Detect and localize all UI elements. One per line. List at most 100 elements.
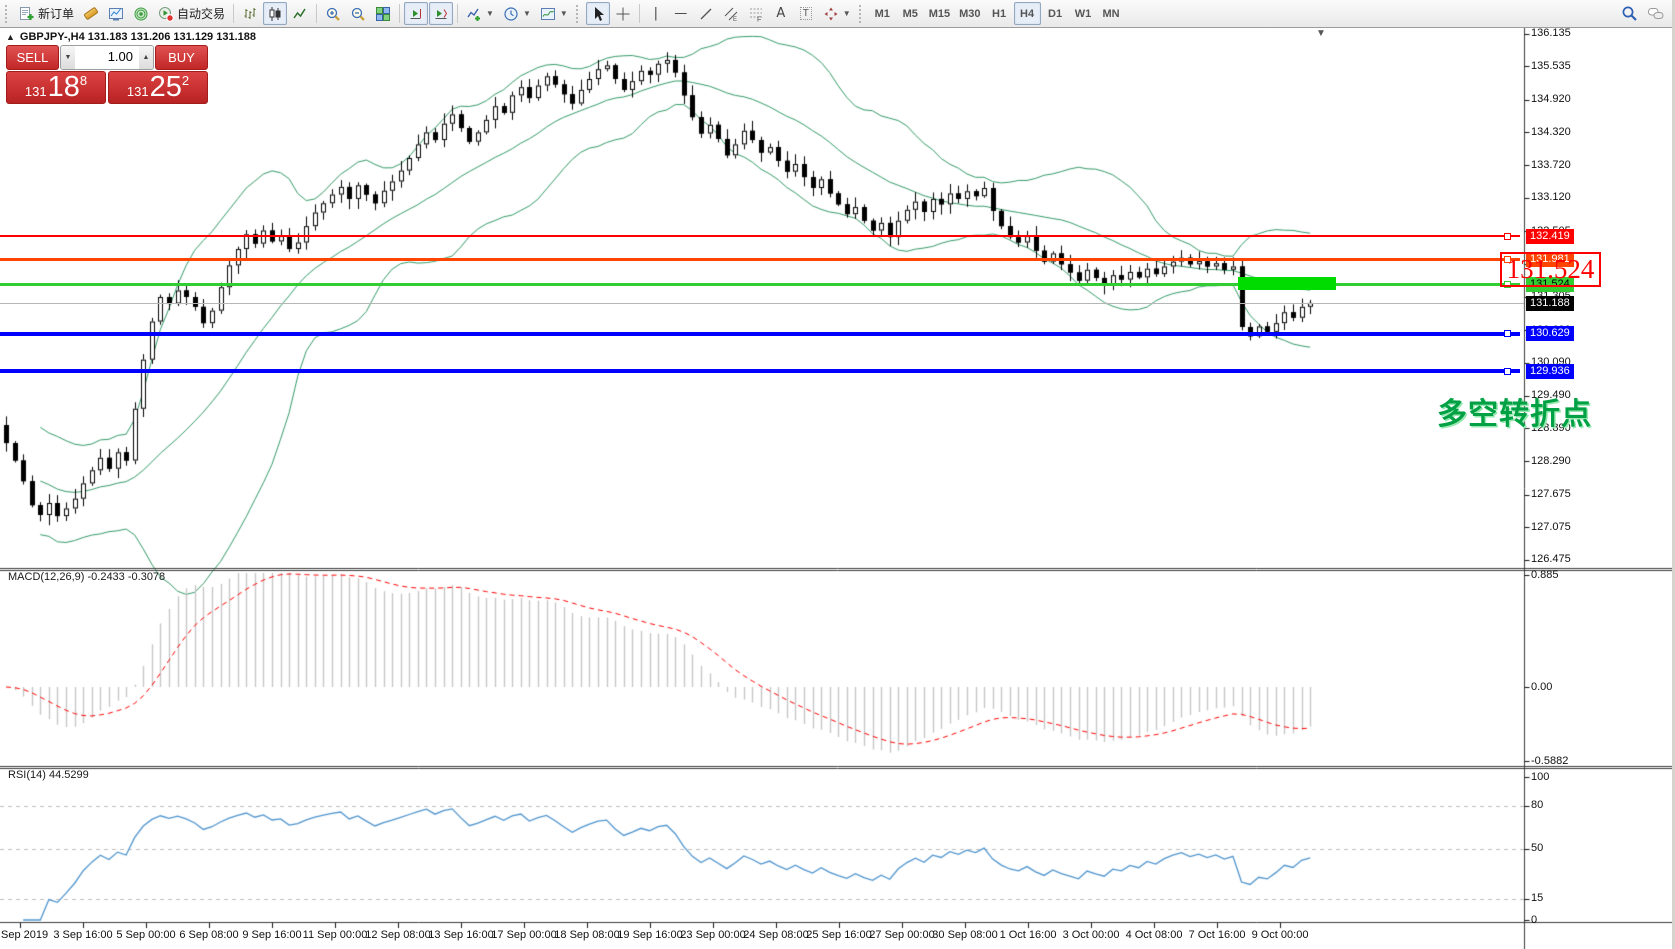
signal-globe-icon	[134, 7, 148, 20]
autotrading-button[interactable]: 自动交易	[154, 2, 229, 25]
timeframe-button-m1[interactable]: M1	[869, 2, 896, 25]
chat-button[interactable]	[1643, 2, 1669, 25]
sell-button[interactable]: SELL	[6, 45, 59, 70]
zoom-out-icon	[351, 7, 365, 21]
volume-increase-button[interactable]: ▲	[139, 46, 153, 69]
candlestick-chart-button[interactable]	[263, 2, 288, 25]
line-drag-handle[interactable]	[1504, 330, 1511, 338]
line-drag-handle[interactable]	[1504, 367, 1511, 375]
buy-price-pip: 2	[181, 73, 190, 88]
toolbar-grip[interactable]	[858, 4, 865, 23]
candlestick-icon	[269, 6, 281, 21]
zoom-in-button[interactable]	[321, 2, 345, 25]
sell-label: SELL	[16, 50, 49, 65]
text-button[interactable]: A	[769, 2, 793, 25]
bar-chart-button[interactable]	[238, 2, 262, 25]
time-axis-label: 12 Sep 08:00	[365, 929, 431, 941]
dropdown-arrow-icon: ▼	[559, 9, 568, 18]
symbol-ohlc-text: GBPJPY-,H4 131.183 131.206 131.129 131.1…	[19, 31, 256, 43]
volume-value[interactable]: 1.00	[107, 49, 133, 64]
equidistant-channel-button[interactable]: E	[719, 2, 743, 25]
price-line-axis-label: 131.981	[1526, 252, 1574, 268]
chart-window: 136.135 135.535 134.920 134.320 133.720 133.1…	[0, 27, 1675, 949]
monitor-chart-icon	[109, 7, 124, 20]
cursor-button[interactable]	[585, 2, 610, 25]
line-drag-handle[interactable]	[1504, 281, 1511, 289]
vertical-line-icon: |	[653, 6, 658, 21]
rsi-axis-tick: 100	[1531, 770, 1550, 783]
turning-point-note[interactable]: 多空转折点	[1437, 398, 1592, 431]
timeframe-button-m15[interactable]: M15	[925, 2, 954, 25]
channel-icon: E	[724, 7, 738, 22]
time-axis-label: 1 Oct 16:00	[999, 929, 1057, 941]
line-chart-button[interactable]	[288, 2, 312, 25]
buy-price-button[interactable]: 131 25 2	[108, 71, 208, 104]
new-order-label: 新订单	[38, 7, 75, 21]
arrows-button[interactable]: ▼	[819, 2, 855, 25]
price-line-axis-label: 131.524	[1526, 277, 1574, 293]
timeframe-button-m30[interactable]: M30	[955, 2, 984, 25]
rsi-label: RSI(14)	[8, 769, 46, 781]
styler-button[interactable]	[79, 2, 103, 25]
signals-button[interactable]	[129, 2, 153, 25]
sell-price-button[interactable]: 131 18 8	[6, 71, 106, 104]
timeframe-button-mn[interactable]: MN	[1098, 2, 1125, 25]
horizontal-line-129.936[interactable]	[0, 367, 1520, 375]
dropdown-arrow-icon: ▼	[842, 9, 851, 18]
buy-label: BUY	[168, 50, 195, 65]
horizontal-line-131.524[interactable]	[0, 281, 1520, 289]
chart-shift-button[interactable]	[429, 2, 454, 25]
trendline-icon	[700, 8, 712, 19]
horizontal-line-button[interactable]: —	[669, 2, 693, 25]
time-axis-label: 19 Sep 16:00	[617, 929, 683, 941]
volume-decrease-button[interactable]: ▼	[61, 46, 75, 69]
search-button[interactable]	[1617, 2, 1642, 25]
timeframe-button-m5[interactable]: M5	[897, 2, 924, 25]
trendline-button[interactable]	[694, 2, 718, 25]
indicators-button[interactable]: ▼	[462, 2, 498, 25]
buy-button[interactable]: BUY	[155, 45, 208, 70]
green-zone-rectangle[interactable]	[1238, 277, 1336, 290]
collapse-panel-icon[interactable]: ▲	[6, 32, 15, 42]
horizontal-line-132.419[interactable]	[0, 232, 1520, 240]
price-annotation-box[interactable]: 131.524	[1500, 252, 1601, 287]
chart-shift-marker[interactable]: ▼	[1316, 28, 1326, 39]
vertical-line-button[interactable]: |	[644, 2, 668, 25]
auto-scroll-icon	[410, 8, 422, 19]
crosshair-button[interactable]	[611, 2, 635, 25]
timeframe-button-h4[interactable]: H4	[1013, 2, 1041, 25]
fibonacci-button[interactable]: F	[744, 2, 768, 25]
horizontal-line-130.629[interactable]	[0, 330, 1520, 338]
macd-label-row: MACD(12,26,9) -0.2433 -0.3078	[8, 571, 165, 583]
toolbar-grip[interactable]	[575, 4, 582, 23]
svg-text:F: F	[757, 16, 761, 22]
time-axis-label: 25 Sep 16:00	[806, 929, 872, 941]
zoom-out-button[interactable]	[346, 2, 370, 25]
crayon-icon	[83, 6, 99, 21]
timeframe-button-d1[interactable]: D1	[1042, 2, 1069, 25]
price-line-axis-label: 132.419	[1526, 228, 1574, 244]
new-order-button[interactable]: 新订单	[15, 2, 78, 25]
line-drag-handle[interactable]	[1504, 232, 1511, 240]
tile-windows-button[interactable]	[371, 2, 395, 25]
line-chart-icon	[293, 8, 306, 18]
macd-axis-tick: 0.00	[1531, 680, 1553, 693]
macd-value: -0.2433	[87, 571, 125, 583]
macd-signal-value: -0.3078	[127, 571, 166, 583]
chart-canvas[interactable]	[0, 28, 1675, 949]
timeframe-button-w1[interactable]: W1	[1070, 2, 1097, 25]
templates-button[interactable]: ▼	[536, 2, 572, 25]
line-drag-handle[interactable]	[1504, 256, 1511, 264]
auto-scroll-button[interactable]	[404, 2, 429, 25]
market-watch-button[interactable]	[104, 2, 128, 25]
text-label-button[interactable]: T	[794, 2, 818, 25]
bid-price-axis-label: 131.188	[1526, 295, 1574, 311]
toolbar-grip[interactable]	[5, 4, 11, 23]
periods-button[interactable]: ▼	[499, 2, 535, 25]
horizontal-line-131.981[interactable]	[0, 256, 1520, 264]
timeframe-button-h1[interactable]: H1	[986, 2, 1013, 25]
time-axis-label: 9 Oct 00:00	[1251, 929, 1309, 941]
rsi-axis-tick: 15	[1531, 892, 1544, 905]
time-axis-label: 11 Sep 00:00	[302, 929, 368, 941]
